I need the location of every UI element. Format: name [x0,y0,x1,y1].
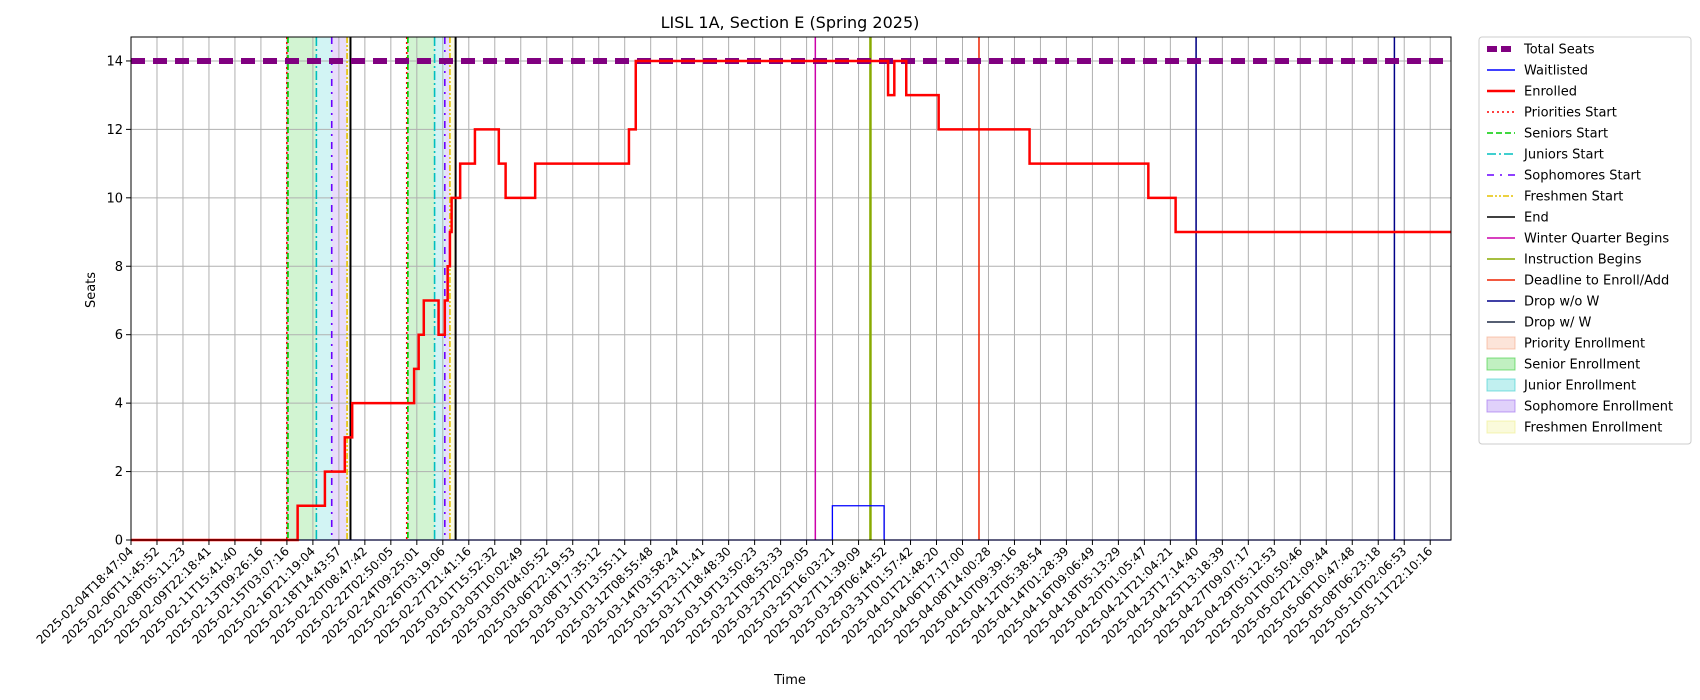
legend-label: Priorities Start [1524,106,1617,121]
legend: Total Seats Waitlisted Enrolled Priorities … [1478,36,1692,445]
y-tick-label: 0 [115,534,123,549]
span-senior-enrollment [407,37,435,540]
legend-swatch [1486,336,1516,350]
period-lines [286,37,1396,540]
span-sophomore-enrollment [331,37,348,540]
legend-label: Drop w/ W [1524,316,1592,331]
series-enrolled [131,59,1451,542]
span-senior-enrollment [287,37,317,540]
legend-label: Seniors Start [1524,127,1608,142]
legend-label: Freshmen Enrollment [1524,421,1662,436]
legend-swatch [1486,420,1516,434]
span-junior-enrollment [434,37,445,540]
legend-swatch [1486,378,1516,392]
legend-label: Priority Enrollment [1524,337,1645,352]
chart-title: LISL 1A, Section E (Spring 2025) [661,13,920,32]
y-tick-label: 12 [106,123,123,138]
legend-label: Enrolled [1524,85,1577,100]
legend-label: Senior Enrollment [1524,358,1640,373]
grid [130,37,1451,541]
legend-label: End [1524,211,1549,226]
y-ticks: 0 2 4 6 8 10 12 14 [106,54,131,549]
y-axis-label: Seats [84,272,99,308]
y-tick-label: 14 [106,54,123,69]
y-tick-label: 6 [115,328,123,343]
legend-label: Drop w/o W [1524,295,1600,310]
span-freshmen-enrollment [449,37,456,540]
span-junior-enrollment [316,37,332,540]
legend-label: Junior Enrollment [1523,379,1636,394]
y-tick-label: 10 [106,191,123,206]
x-axis-label: Time [773,673,806,688]
legend-label: Total Seats [1523,43,1595,58]
span-freshmen-enrollment [347,37,351,540]
legend-swatch [1486,399,1516,413]
legend-label: Instruction Begins [1524,253,1642,268]
legend-label: Sophomores Start [1524,169,1641,184]
legend-box [1478,36,1692,445]
legend-label: Waitlisted [1524,64,1588,79]
enrollment-spans [286,37,456,540]
y-tick-label: 4 [115,397,123,412]
legend-label: Winter Quarter Begins [1524,232,1669,247]
legend-label: Juniors Start [1523,148,1604,163]
legend-label: Deadline to Enroll/Add [1524,274,1669,289]
y-tick-label: 2 [115,465,123,480]
legend-swatch [1486,357,1516,371]
legend-label: Freshmen Start [1524,190,1623,205]
plot-frame [130,36,1452,541]
y-tick-label: 8 [115,260,123,275]
x-ticks: 2025-02-04T18:47:042025-02-06T11:45:5220… [34,540,1435,647]
legend-label: Sophomore Enrollment [1524,400,1673,415]
